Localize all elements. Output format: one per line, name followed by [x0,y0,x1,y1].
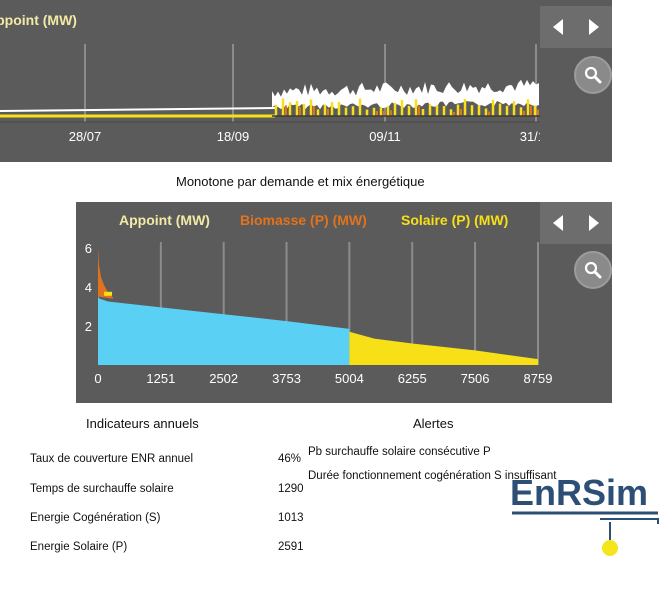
y-tick-label: 4 [85,280,92,295]
x-tick-label: 3753 [272,371,301,386]
indicator-value: 1013 [278,512,304,524]
logo-circuit-icon [512,511,659,556]
top-nav-group [540,6,612,48]
legend-biomasse: Biomasse (P) (MW) [240,212,367,228]
x-tick-label: 2502 [209,371,238,386]
bottom-prev-button[interactable] [540,202,576,244]
alert-item: Durée fonctionnement cogénération S insu… [308,470,557,482]
top-appoint-base [0,107,276,112]
top-prev-button[interactable] [540,6,576,48]
x-tick-label: 7506 [461,371,490,386]
top-next-button[interactable] [576,6,612,48]
indicator-label: Energie Cogénération (S) [30,512,161,524]
top-x-tick-label: 09/11 [369,129,401,144]
indicator-value: 1290 [278,483,304,495]
top-zoom-button[interactable] [574,56,612,94]
legend-solaire: Solaire (P) (MW) [401,212,509,228]
indicator-value: 2591 [278,541,304,553]
top-legend-appoint: Appoint (MW) [0,12,77,28]
magnifier-icon [584,261,602,279]
indicator-value: 46% [278,453,302,465]
indicators-title: Indicateurs annuels [86,416,199,431]
alerts-title: Alertes [413,416,454,431]
monotone-chart-panel: Appoint (MW) Biomasse (P) (MW) Solaire (… [76,202,612,403]
alert-item: Pb surchauffe solaire consécutive P [308,446,491,458]
indicator-label: Temps de surchauffe solaire [30,483,174,495]
blue-area [98,296,350,365]
logo-text: EnRSim [510,472,649,513]
triangle-left-icon [553,19,563,35]
top-chart-panel: Appoint (MW) 28/07 18/09 09/11 31/12 [0,0,612,162]
x-tick-label: 5004 [335,371,364,386]
y-tick-label: 2 [85,319,92,334]
x-tick-label: 8759 [524,371,553,386]
magnifier-icon [584,66,602,84]
top-x-tick-label: 28/07 [69,129,102,144]
indicator-label: Energie Solaire (P) [30,541,128,553]
indicator-label: Taux de couverture ENR annuel [30,453,194,465]
x-tick-label: 6255 [398,371,427,386]
biomasse-area [98,247,114,299]
bottom-zoom-button[interactable] [574,251,612,289]
monotone-chart-svg: 2 4 6 0 1251 2502 3753 5004 6255 7506 8759 [85,241,553,386]
chart-caption: Monotone par demande et mix énergétique [176,174,425,189]
triangle-right-icon [589,19,599,35]
bottom-next-button[interactable] [576,202,612,244]
bottom-nav-group [540,202,612,244]
legend-appoint: Appoint (MW) [119,212,210,228]
x-tick-label: 1251 [146,371,175,386]
top-chart-svg: 28/07 18/09 09/11 31/12 [0,44,540,144]
solaire-area [349,331,538,365]
top-x-tick-label: 31/12 [520,129,540,144]
solaire-peak [104,291,113,296]
x-tick-label: 0 [94,371,101,386]
y-tick-label: 6 [85,241,92,256]
triangle-right-icon [589,215,599,231]
top-x-tick-label: 18/09 [217,129,250,144]
triangle-left-icon [553,215,563,231]
